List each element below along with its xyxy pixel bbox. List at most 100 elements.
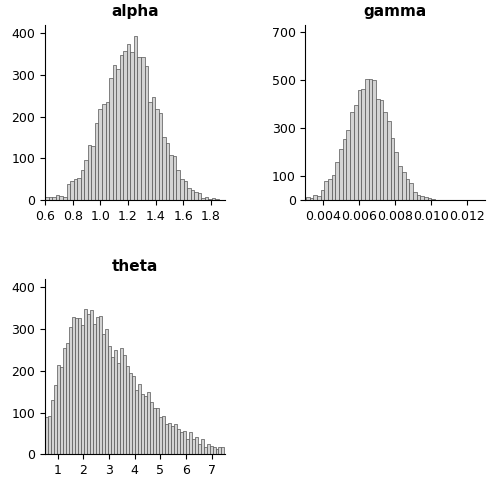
Bar — [180, 179, 184, 200]
Bar — [212, 447, 216, 454]
Bar — [384, 112, 387, 200]
Title: theta: theta — [112, 259, 158, 274]
Bar — [72, 317, 75, 454]
Bar — [106, 102, 109, 200]
Bar — [358, 90, 361, 200]
Bar — [114, 350, 117, 454]
Bar — [376, 99, 380, 200]
Bar — [78, 318, 81, 454]
Bar — [144, 396, 146, 454]
Bar — [176, 429, 180, 454]
Bar — [372, 80, 376, 200]
Bar — [138, 384, 140, 454]
Bar — [365, 79, 368, 200]
Bar — [60, 367, 63, 454]
Bar — [141, 57, 144, 200]
Bar — [409, 183, 413, 200]
Bar — [332, 175, 336, 200]
Bar — [69, 327, 72, 454]
Bar — [336, 162, 339, 200]
Bar — [105, 329, 108, 454]
Bar — [93, 324, 96, 454]
Bar — [210, 446, 212, 454]
Bar — [170, 155, 173, 200]
Bar — [361, 89, 365, 200]
Bar — [63, 348, 66, 454]
Bar — [138, 57, 141, 200]
Bar — [343, 139, 346, 200]
Bar — [192, 439, 194, 454]
Bar — [75, 318, 78, 454]
Bar — [95, 124, 98, 200]
Bar — [218, 447, 222, 454]
Bar — [180, 432, 182, 454]
Bar — [102, 104, 106, 200]
Bar — [164, 424, 168, 454]
Bar — [63, 197, 66, 200]
Bar — [306, 198, 310, 200]
Bar — [112, 65, 116, 200]
Bar — [182, 431, 186, 454]
Bar — [84, 161, 88, 200]
Bar — [98, 109, 102, 200]
Bar — [170, 426, 173, 454]
Bar — [310, 198, 314, 200]
Bar — [158, 417, 162, 454]
Bar — [45, 197, 49, 200]
Bar — [92, 146, 95, 200]
Bar — [66, 342, 69, 454]
Title: gamma: gamma — [364, 4, 427, 19]
Bar — [116, 69, 119, 200]
Bar — [66, 184, 70, 200]
Bar — [212, 198, 216, 200]
Bar — [402, 172, 406, 200]
Title: alpha: alpha — [111, 4, 158, 19]
Bar — [204, 448, 206, 454]
Bar — [184, 181, 187, 200]
Bar — [186, 439, 188, 454]
Bar — [120, 348, 123, 454]
Bar — [134, 390, 138, 454]
Bar — [162, 137, 166, 200]
Bar — [350, 112, 354, 200]
Bar — [88, 145, 92, 200]
Bar — [194, 192, 198, 200]
Bar — [152, 97, 155, 200]
Bar — [324, 181, 328, 200]
Bar — [173, 156, 176, 200]
Bar — [368, 79, 372, 200]
Bar — [216, 449, 218, 454]
Bar — [99, 316, 102, 454]
Bar — [174, 423, 176, 454]
Bar — [432, 199, 435, 200]
Bar — [51, 400, 54, 454]
Bar — [109, 78, 112, 200]
Bar — [132, 375, 134, 454]
Bar — [346, 130, 350, 200]
Bar — [134, 36, 138, 200]
Bar — [391, 138, 394, 200]
Bar — [80, 170, 84, 200]
Bar — [190, 190, 194, 200]
Bar — [420, 196, 424, 200]
Bar — [77, 177, 80, 200]
Bar — [90, 310, 93, 454]
Bar — [176, 169, 180, 200]
Bar — [52, 197, 56, 200]
Bar — [339, 149, 343, 200]
Bar — [380, 100, 384, 200]
Bar — [146, 392, 150, 454]
Bar — [108, 346, 111, 454]
Bar — [152, 408, 156, 454]
Bar — [124, 50, 127, 200]
Bar — [111, 357, 114, 454]
Bar — [150, 402, 152, 454]
Bar — [48, 416, 51, 454]
Bar — [428, 199, 432, 200]
Bar — [416, 195, 420, 200]
Bar — [406, 179, 409, 200]
Bar — [387, 121, 391, 200]
Bar — [81, 325, 84, 454]
Bar — [120, 55, 124, 200]
Bar — [87, 314, 90, 454]
